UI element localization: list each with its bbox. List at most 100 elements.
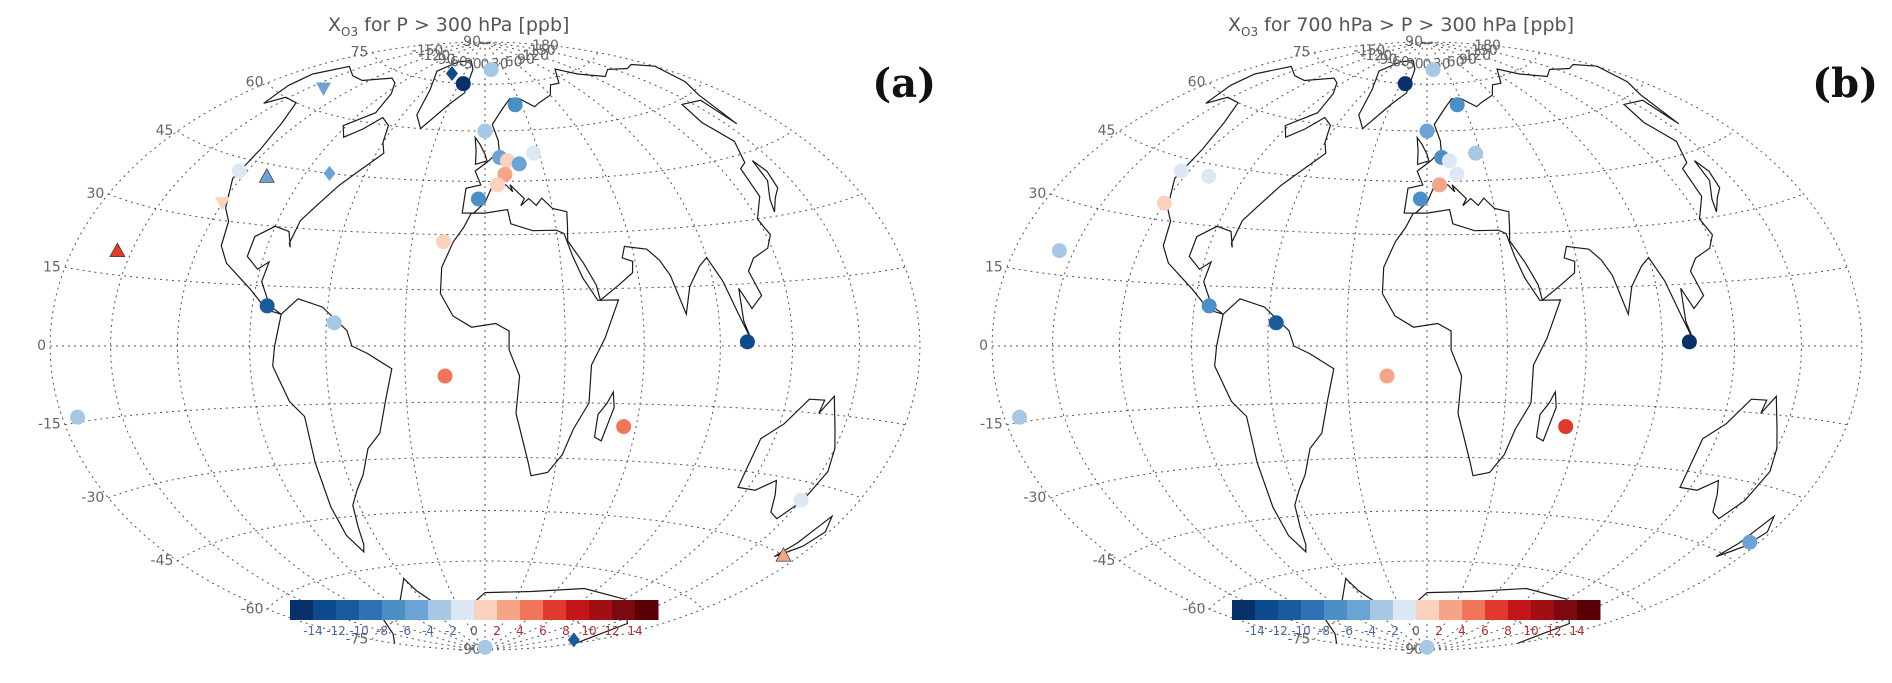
colorbar-tick-label: 8 (1504, 624, 1512, 638)
colorbar-tick-label: 0 (1412, 624, 1420, 638)
longitude-label: 90 (1459, 52, 1477, 68)
longitude-gridline (991, 41, 1428, 651)
latitude-label: 90 (463, 34, 481, 50)
station-marker (455, 76, 471, 92)
graticule (991, 41, 1863, 651)
latitude-label: 30 (86, 186, 104, 202)
eurasia-coastline (461, 63, 772, 343)
longitude-gridline (249, 41, 486, 651)
colorbar-swatch (612, 600, 636, 620)
colorbar-swatch (566, 600, 590, 620)
colorbar-swatch (1370, 600, 1394, 620)
longitude-gridline (1426, 41, 1663, 651)
station-marker (1051, 243, 1067, 259)
colorbar-tick-label: 14 (1569, 624, 1584, 638)
colorbar-tick-label: -4 (1364, 624, 1376, 638)
latitude-gridline (177, 510, 793, 562)
colorbar-swatch (1462, 600, 1486, 620)
colorbar-tick-label: 2 (1435, 624, 1443, 638)
panel-a-label: (a) (872, 60, 936, 107)
colorbar-swatch (520, 600, 544, 620)
colorbar-swatch (336, 600, 360, 620)
longitude-label: -60 (445, 55, 468, 71)
colorbar-swatch (1439, 600, 1463, 620)
colorbar-tick-label: -8 (376, 624, 388, 638)
longitude-label: -30 (459, 56, 482, 72)
station-marker (793, 492, 809, 508)
longitude-gridline (484, 41, 566, 651)
latitude-label: -30 (81, 490, 104, 506)
station-marker (1397, 76, 1413, 92)
station-marker (1012, 409, 1028, 425)
colorbar-tick-label: -6 (1341, 624, 1353, 638)
colorbar: -14 -12 -10 -8 -6 -4 -2 0 2 4 6 8 10 12 14 (1232, 600, 1601, 638)
colorbar-tick-label: 12 (604, 624, 619, 638)
north-america-coastline (220, 65, 396, 315)
latitude-label: 75 (351, 44, 369, 60)
latitude-gridline (1209, 560, 1645, 610)
south-america-coastline (272, 298, 393, 554)
colorbar-swatch (474, 600, 498, 620)
latitude-label: -75 (346, 632, 369, 648)
japan-coastline (1693, 160, 1721, 213)
longitude-label: 0 (481, 57, 490, 73)
longitude-label: -120 (418, 48, 450, 64)
station-marker (316, 82, 332, 96)
colorbar-swatch (1531, 600, 1555, 620)
colorbar-swatch (1508, 600, 1532, 620)
colorbar-tick-label: 8 (562, 624, 570, 638)
colorbar-tick-label: -8 (1318, 624, 1330, 638)
colorbar-swatch (451, 600, 475, 620)
station-marker (1201, 168, 1217, 184)
station-marker (477, 123, 493, 139)
longitude-gridline (1426, 41, 1803, 651)
colorbar-tick-label: -6 (399, 624, 411, 638)
new-zealand-coastline (1715, 514, 1776, 558)
longitude-gridline (49, 41, 486, 651)
longitude-label: 150 (1471, 43, 1498, 59)
latitude-label: -75 (1288, 632, 1311, 648)
africa-coastline (1381, 208, 1562, 477)
station-marker (436, 234, 452, 250)
longitude-gridline (1118, 41, 1428, 651)
colorbar-swatch (359, 600, 383, 620)
colorbar-swatch (497, 600, 521, 620)
station-marker (1681, 334, 1697, 350)
colorbar-swatch (1393, 600, 1417, 620)
latitude-label: 45 (1098, 123, 1116, 139)
colorbar-tick-label: -14 (303, 624, 323, 638)
australia-coastline (1679, 394, 1778, 520)
longitude-label: -120 (1360, 48, 1392, 64)
station-marker (1156, 195, 1172, 211)
colorbar-tick-label: -2 (1387, 624, 1399, 638)
colorbar-swatch (589, 600, 613, 620)
longitude-label: 180 (532, 38, 559, 54)
longitude-label: 150 (529, 43, 556, 59)
latitude-label: 60 (1188, 75, 1206, 91)
latitude-label: 90 (1405, 34, 1423, 50)
australia-coastline (737, 394, 836, 520)
eurasia-coastline (1403, 63, 1714, 343)
station-marker (511, 156, 527, 172)
station-marker (775, 547, 792, 562)
map-b-svg: 9075604530150-15-30-45-60-75-90-150-120-… (979, 34, 1863, 658)
station-marker (739, 334, 755, 350)
longitude-label: -90 (433, 52, 456, 68)
station-marker (499, 153, 515, 169)
colorbar-swatch (635, 600, 659, 620)
latitude-label: 30 (1028, 186, 1046, 202)
station-marker (445, 65, 458, 81)
latitude-label: 75 (1293, 44, 1311, 60)
longitude-label: 90 (517, 52, 535, 68)
latitude-label: 45 (156, 123, 174, 139)
latitude-label: -45 (151, 553, 174, 569)
colorbar-swatch (428, 600, 452, 620)
colorbar-swatch (1416, 600, 1440, 620)
colorbar-tick-label: -10 (1291, 624, 1311, 638)
station-marker (470, 191, 486, 207)
colorbar-tick-label: 12 (1546, 624, 1561, 638)
longitude-label: 60 (505, 55, 523, 71)
station-marker (1742, 534, 1758, 550)
colorbar-swatch (290, 600, 314, 620)
